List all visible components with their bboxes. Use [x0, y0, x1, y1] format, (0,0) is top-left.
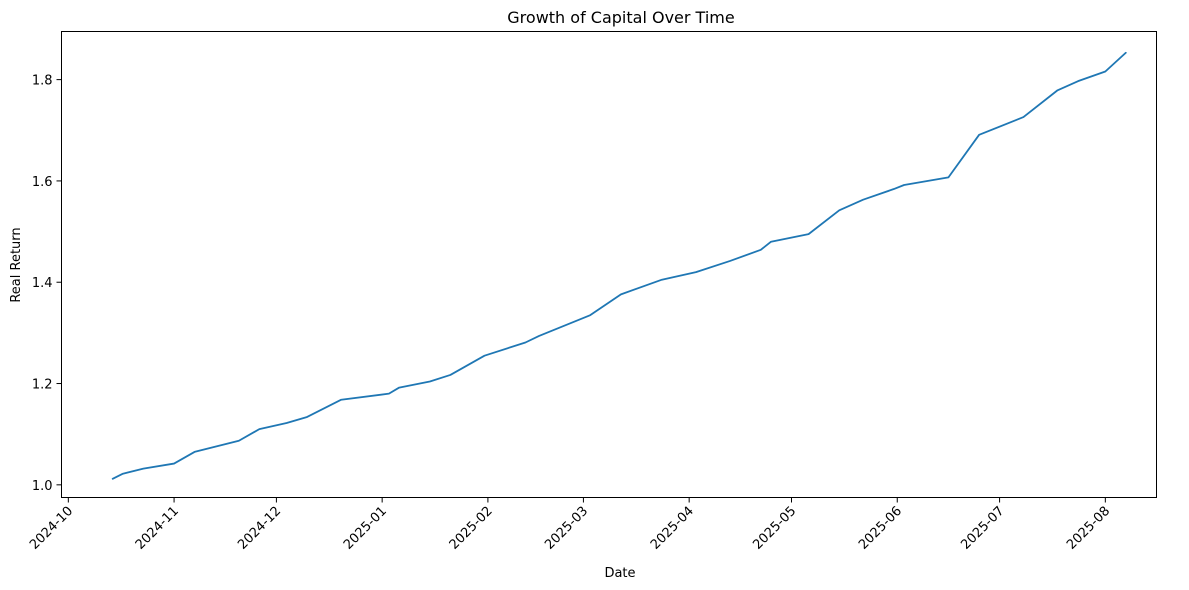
x-tick-label: 2025-03	[542, 504, 591, 553]
x-axis: 2024-10 2024-11 2024-12 2025-01 2025-02 2025-…	[27, 497, 1113, 553]
x-tick-label: 2025-02	[447, 504, 496, 553]
x-tick-label: 2025-05	[750, 504, 799, 553]
x-tick-label: 2025-08	[1064, 504, 1113, 553]
x-tick-label: 2024-12	[235, 504, 284, 553]
series-line-0	[111, 51, 1127, 480]
y-tick-label: 1.4	[32, 276, 53, 291]
y-tick-label: 1.6	[32, 175, 53, 190]
plot-area	[111, 51, 1127, 480]
y-tick-label: 1.0	[32, 479, 53, 494]
plot-frame	[61, 31, 1157, 498]
x-tick-label: 2025-04	[648, 504, 697, 553]
y-axis: 1.0 1.2 1.4 1.6 1.8	[32, 74, 62, 494]
chart-title: Growth of Capital Over Time	[507, 8, 734, 27]
y-tick-label: 1.2	[32, 378, 53, 393]
y-tick-label: 1.8	[32, 74, 53, 89]
x-tick-label: 2025-06	[856, 504, 905, 553]
x-tick-label: 2024-11	[133, 504, 182, 553]
x-axis-label: Date	[604, 566, 635, 581]
y-axis-label: Real Return	[9, 227, 24, 302]
x-tick-label: 2025-07	[958, 504, 1007, 553]
x-tick-label: 2025-01	[341, 504, 390, 553]
x-tick-label: 2024-10	[27, 504, 76, 553]
